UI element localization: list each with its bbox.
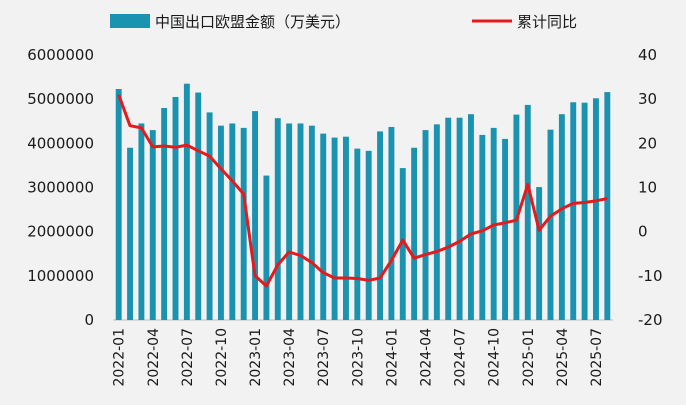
bar bbox=[138, 123, 145, 320]
bar bbox=[172, 96, 179, 320]
bar bbox=[388, 126, 395, 320]
bar bbox=[399, 168, 406, 320]
bar bbox=[297, 123, 304, 320]
bar bbox=[274, 118, 281, 321]
bar bbox=[149, 130, 156, 320]
bar bbox=[263, 175, 270, 320]
bar bbox=[195, 92, 202, 321]
x-tick-label: 2024-04 bbox=[419, 328, 435, 387]
bar bbox=[354, 148, 361, 320]
bar bbox=[240, 127, 247, 320]
bar bbox=[161, 108, 168, 320]
y-tick-label: 4000000 bbox=[27, 134, 94, 152]
bar bbox=[308, 125, 315, 321]
bar bbox=[320, 133, 327, 320]
x-tick-label: 2024-07 bbox=[453, 328, 469, 387]
line-series bbox=[117, 94, 608, 288]
legend-swatch-bar bbox=[110, 14, 150, 28]
y-tick-label: 5000000 bbox=[27, 90, 94, 108]
x-tick-label: 2022-07 bbox=[180, 328, 196, 387]
bar bbox=[252, 111, 258, 320]
bar bbox=[115, 89, 122, 320]
bar bbox=[206, 112, 213, 321]
x-tick-label: 2022-04 bbox=[146, 328, 162, 387]
y2-tick-label: 0 bbox=[638, 223, 648, 241]
bar bbox=[331, 137, 338, 320]
bar-series bbox=[115, 83, 611, 321]
bar bbox=[218, 125, 224, 321]
x-tick-label: 2023-01 bbox=[248, 328, 264, 387]
x-tick-label: 2022-01 bbox=[112, 328, 128, 387]
x-tick-label: 2025-07 bbox=[589, 328, 605, 387]
bar bbox=[445, 117, 452, 320]
bar bbox=[468, 114, 474, 320]
y-tick-label: 0 bbox=[84, 311, 94, 329]
y2-tick-label: 40 bbox=[638, 46, 657, 64]
bar bbox=[343, 136, 349, 320]
y2-tick-label: 20 bbox=[638, 134, 657, 152]
bar bbox=[433, 124, 440, 320]
x-tick-label: 2024-01 bbox=[384, 328, 400, 387]
y2-tick-label: 30 bbox=[638, 90, 657, 108]
y-tick-label: 3000000 bbox=[27, 179, 94, 197]
bar bbox=[547, 129, 554, 320]
bar bbox=[127, 147, 133, 320]
legend-label-line: 累计同比 bbox=[517, 13, 577, 31]
bar bbox=[536, 187, 543, 320]
x-tick-label: 2025-04 bbox=[555, 328, 571, 387]
bar bbox=[229, 123, 236, 320]
bar bbox=[183, 83, 190, 320]
bar bbox=[422, 130, 429, 320]
bar bbox=[558, 114, 565, 320]
y-tick-label: 6000000 bbox=[27, 46, 94, 64]
bar bbox=[286, 123, 293, 320]
bar bbox=[365, 150, 372, 320]
bar bbox=[411, 147, 418, 320]
bar bbox=[377, 131, 383, 320]
bar bbox=[604, 92, 611, 320]
x-axis: 2022-01 2022-04 2022-07 2022-10 2023-01 2023-… bbox=[112, 328, 605, 387]
bar bbox=[479, 134, 486, 320]
y2-tick-label: -20 bbox=[638, 311, 663, 329]
bar bbox=[456, 117, 463, 320]
y-axis-right: -20 -10 0 10 20 30 40 bbox=[638, 46, 663, 329]
y2-tick-label: -10 bbox=[638, 267, 663, 285]
legend: 中国出口欧盟金额（万美元） 累计同比 bbox=[110, 13, 577, 31]
x-tick-label: 2023-04 bbox=[282, 328, 298, 387]
bar bbox=[593, 98, 599, 321]
bar bbox=[581, 102, 588, 320]
legend-label-bar: 中国出口欧盟金额（万美元） bbox=[155, 13, 350, 31]
bar bbox=[502, 138, 508, 320]
x-tick-label: 2025-01 bbox=[521, 328, 537, 387]
y-axis-left: 0 1000000 2000000 3000000 4000000 5000000 6000… bbox=[27, 46, 94, 329]
y-tick-label: 2000000 bbox=[27, 223, 94, 241]
bar bbox=[570, 102, 577, 320]
bar bbox=[524, 104, 531, 321]
x-tick-label: 2023-07 bbox=[316, 328, 332, 387]
x-tick-label: 2022-10 bbox=[214, 328, 230, 387]
y2-tick-label: 10 bbox=[638, 179, 657, 197]
y-tick-label: 1000000 bbox=[27, 267, 94, 285]
x-tick-label: 2023-10 bbox=[350, 328, 366, 387]
x-tick-label: 2024-10 bbox=[487, 328, 503, 387]
